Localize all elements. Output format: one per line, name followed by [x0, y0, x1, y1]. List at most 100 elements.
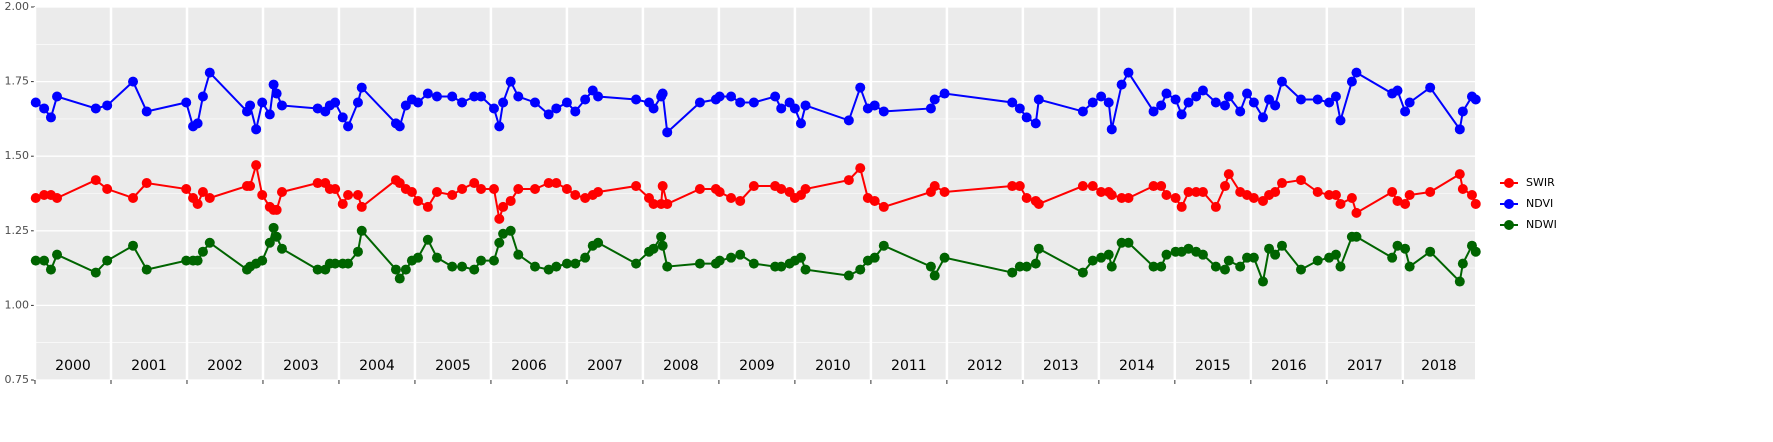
data-point: [929, 270, 940, 281]
data-point: [271, 204, 282, 215]
data-point: [869, 252, 880, 263]
data-point: [925, 261, 936, 272]
data-point: [1148, 261, 1159, 272]
data-point: [648, 198, 659, 209]
year-label: 2016: [1271, 358, 1307, 374]
data-point: [662, 198, 673, 209]
data-point: [929, 94, 940, 105]
data-point: [1123, 192, 1134, 203]
data-point: [204, 237, 215, 248]
data-point: [1351, 67, 1362, 78]
year-label: 2013: [1043, 358, 1079, 374]
data-point: [1387, 252, 1398, 263]
legend: SWIR NDVI NDWI: [1500, 176, 1557, 231]
data-point: [551, 103, 562, 114]
data-point: [648, 103, 659, 114]
data-point: [276, 187, 287, 198]
data-point: [488, 184, 499, 195]
year-label: 2018: [1421, 358, 1457, 374]
data-point: [268, 222, 279, 233]
data-point: [494, 237, 505, 248]
data-point: [1335, 261, 1346, 272]
data-point: [1014, 181, 1025, 192]
data-point: [1161, 88, 1172, 99]
data-point: [543, 178, 554, 189]
data-point: [1030, 118, 1041, 129]
data-point: [264, 237, 275, 248]
data-point: [422, 234, 433, 245]
data-point: [1191, 187, 1202, 198]
data-point: [513, 249, 524, 260]
data-point: [457, 97, 468, 108]
data-point: [570, 106, 581, 117]
data-point: [694, 184, 705, 195]
data-point: [561, 258, 572, 269]
data-point: [330, 97, 341, 108]
data-point: [1210, 261, 1221, 272]
data-point: [1335, 198, 1346, 209]
data-point: [1106, 261, 1117, 272]
data-point: [1219, 100, 1230, 111]
data-point: [1223, 255, 1234, 266]
data-point: [657, 88, 668, 99]
data-point: [570, 258, 581, 269]
data-point: [593, 237, 604, 248]
data-point: [925, 103, 936, 114]
year-label: 2010: [815, 358, 851, 374]
data-point: [1123, 237, 1134, 248]
data-point: [276, 100, 287, 111]
data-point: [181, 255, 192, 266]
data-point: [192, 118, 203, 129]
data-point: [795, 118, 806, 129]
data-point: [878, 106, 889, 117]
data-point: [447, 189, 458, 200]
data-point: [1210, 97, 1221, 108]
data-point: [197, 246, 208, 257]
data-point: [102, 100, 113, 111]
data-point: [770, 91, 781, 102]
data-point: [795, 252, 806, 263]
data-point: [141, 264, 152, 275]
data-point: [400, 264, 411, 275]
data-point: [356, 201, 367, 212]
data-point: [631, 258, 642, 269]
year-label: 2011: [891, 358, 927, 374]
data-point: [271, 231, 282, 242]
data-point: [412, 195, 423, 206]
legend-label: NDWI: [1526, 218, 1557, 231]
data-point: [1156, 100, 1167, 111]
data-point: [1106, 189, 1117, 200]
data-point: [1176, 201, 1187, 212]
data-point: [505, 76, 516, 87]
data-point: [251, 160, 262, 171]
data-point: [192, 255, 203, 266]
data-point: [352, 189, 363, 200]
y-tick-label: 1.50: [5, 149, 30, 162]
data-point: [1161, 189, 1172, 200]
data-point: [1454, 124, 1465, 135]
data-point: [337, 112, 348, 123]
data-point: [476, 91, 487, 102]
data-point: [476, 184, 487, 195]
data-point: [631, 94, 642, 105]
data-point: [513, 184, 524, 195]
data-point: [1077, 267, 1088, 278]
data-point: [1392, 240, 1403, 251]
data-point: [312, 264, 323, 275]
data-point: [312, 103, 323, 114]
data-point: [39, 103, 50, 114]
data-point: [141, 178, 152, 189]
data-point: [726, 252, 737, 263]
data-point: [1183, 97, 1194, 108]
data-point: [1077, 106, 1088, 117]
data-point: [343, 189, 354, 200]
data-point: [1270, 249, 1281, 260]
data-point: [1404, 261, 1415, 272]
year-label: 2008: [663, 358, 699, 374]
data-point: [469, 178, 480, 189]
data-point: [1021, 192, 1032, 203]
data-point: [406, 187, 417, 198]
data-point: [52, 91, 63, 102]
data-point: [45, 112, 56, 123]
data-point: [197, 91, 208, 102]
